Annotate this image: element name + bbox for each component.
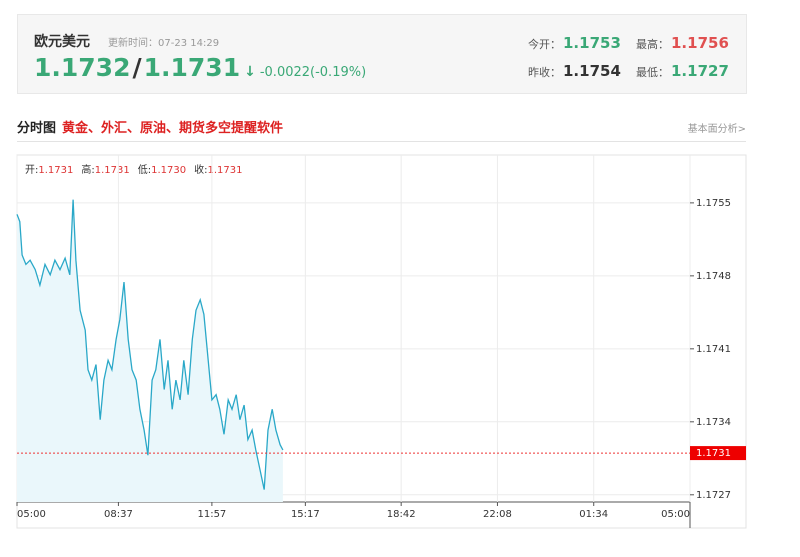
x-tick-label: 08:37 bbox=[104, 509, 133, 520]
x-tick-label: 15:17 bbox=[291, 509, 320, 520]
stat: 最低： 1.1727 bbox=[636, 62, 729, 80]
ohlc-info: 开:1.1731 高:1.1731 低:1.1730 收:1.1731 bbox=[25, 163, 243, 176]
y-tick-label: 1.1727 bbox=[696, 490, 731, 501]
x-tick-label: 05:00 bbox=[17, 509, 46, 520]
x-tick-label: 05:00 bbox=[661, 509, 690, 520]
y-tick-label: 1.1734 bbox=[696, 417, 731, 428]
stat: 最高： 1.1756 bbox=[636, 34, 729, 52]
ohlc-value: 1.1730 bbox=[151, 165, 186, 176]
stat: 昨收： 1.1754 bbox=[528, 62, 621, 80]
stat-value: 1.1754 bbox=[563, 62, 621, 80]
ohlc-label: 开: bbox=[25, 165, 38, 176]
change: -0.0022(-0.19%) bbox=[259, 65, 367, 80]
ohlc-label: 收: bbox=[194, 163, 207, 176]
stat-label: 昨收： bbox=[528, 66, 561, 79]
stat-value: 1.1753 bbox=[563, 34, 621, 52]
price-line bbox=[16, 199, 284, 490]
pair-name: 欧元美元 bbox=[34, 34, 90, 50]
ask: 1.1731 bbox=[143, 53, 241, 82]
stat: 今开： 1.1753 bbox=[528, 34, 621, 52]
x-tick-label: 01:34 bbox=[579, 509, 608, 520]
x-tick-label: 18:42 bbox=[387, 509, 416, 520]
bid: 1.1732 bbox=[34, 53, 131, 82]
analysis-link[interactable]: 基本面分析> bbox=[687, 124, 746, 135]
ohlc-value: 1.1731 bbox=[38, 165, 73, 176]
quote-header: 欧元美元 更新时间：07-23 14:29 1.1732/1.1731 ↓ -0.0… bbox=[17, 14, 747, 94]
ohlc-label: 高: bbox=[81, 163, 94, 176]
stat-label: 最高： bbox=[636, 38, 669, 51]
stat-value: 1.1727 bbox=[671, 62, 729, 80]
divider bbox=[17, 141, 746, 142]
y-tick-label: 1.1741 bbox=[696, 344, 731, 355]
separator: / bbox=[132, 53, 142, 82]
x-tick-label: 11:57 bbox=[197, 509, 226, 520]
last-price-label: 1.1731 bbox=[696, 448, 731, 459]
stat-label: 最低： bbox=[636, 66, 669, 79]
ohlc-value: 1.1731 bbox=[208, 165, 243, 176]
stat-value: 1.1756 bbox=[671, 34, 729, 52]
area bbox=[17, 199, 283, 502]
y-tick-label: 1.1748 bbox=[696, 271, 731, 282]
update-time: 更新时间：07-23 14:29 bbox=[108, 38, 220, 49]
ohlc-label: 低: bbox=[138, 163, 151, 176]
x-tick-label: 22:08 bbox=[483, 509, 512, 520]
down-arrow: ↓ bbox=[244, 64, 256, 80]
y-tick-label: 1.1755 bbox=[696, 198, 731, 209]
tab: 分时图 bbox=[17, 121, 57, 136]
stat-label: 今开： bbox=[528, 38, 561, 51]
price-row: 1.1732/1.1731 ↓ -0.0022(-0.19%) bbox=[34, 53, 366, 82]
section-title: 分时图 黄金、外汇、原油、期货多空提醒软件 bbox=[17, 117, 283, 136]
promo-link[interactable]: 黄金、外汇、原油、期货多空提醒软件 bbox=[62, 121, 284, 136]
ohlc-value: 1.1731 bbox=[95, 165, 130, 176]
last-price-box bbox=[690, 446, 746, 461]
